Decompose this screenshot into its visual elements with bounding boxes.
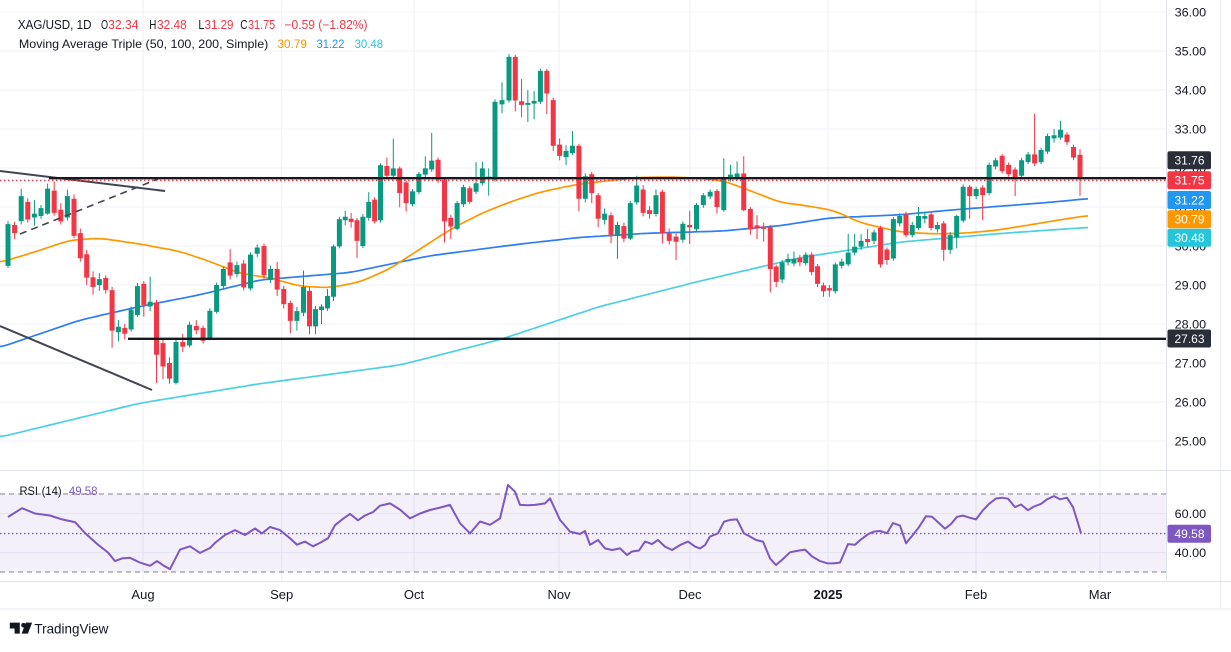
svg-text:49.58: 49.58: [1175, 527, 1205, 541]
svg-text:32.34: 32.34: [108, 18, 138, 32]
svg-text:RSI: RSI: [20, 484, 39, 498]
svg-text:29.00: 29.00: [1175, 279, 1207, 293]
svg-text:28.00: 28.00: [1175, 318, 1207, 332]
svg-text:31.75: 31.75: [248, 18, 275, 32]
svg-text:Sep: Sep: [270, 587, 293, 602]
svg-text:25.00: 25.00: [1175, 435, 1207, 449]
svg-text:30.79: 30.79: [278, 37, 308, 51]
svg-text:32.48: 32.48: [157, 18, 187, 32]
svg-text:40.00: 40.00: [1175, 546, 1207, 560]
svg-text:Oct: Oct: [404, 587, 425, 602]
svg-text:Moving Average Triple (50, 100: Moving Average Triple (50, 100, 200, Sim…: [19, 37, 268, 51]
svg-text:30.48: 30.48: [1175, 231, 1205, 245]
svg-text:C: C: [240, 18, 247, 32]
svg-text:Aug: Aug: [131, 587, 154, 602]
svg-text:31.75: 31.75: [1175, 174, 1205, 188]
svg-text:30.48: 30.48: [355, 37, 384, 51]
svg-text:34.00: 34.00: [1175, 84, 1207, 98]
svg-text:60.00: 60.00: [1175, 507, 1207, 521]
svg-text:33.00: 33.00: [1175, 123, 1207, 137]
svg-text:2025: 2025: [814, 587, 843, 602]
svg-text:Dec: Dec: [678, 587, 702, 602]
svg-text:31.29: 31.29: [205, 18, 234, 32]
svg-text:TradingView: TradingView: [34, 620, 109, 636]
svg-text:27.63: 27.63: [1175, 332, 1205, 346]
svg-text:27.00: 27.00: [1175, 357, 1207, 371]
svg-text:31.22: 31.22: [317, 37, 345, 51]
svg-text:Nov: Nov: [547, 587, 571, 602]
svg-text:49.58: 49.58: [69, 484, 98, 498]
svg-text:35.00: 35.00: [1175, 45, 1207, 59]
svg-text:36.00: 36.00: [1175, 6, 1207, 20]
svg-text:31.76: 31.76: [1175, 154, 1205, 168]
svg-text:XAG/USD, 1D: XAG/USD, 1D: [18, 18, 92, 32]
svg-text:L: L: [198, 18, 204, 32]
svg-text:Feb: Feb: [965, 587, 987, 602]
svg-text:H: H: [149, 18, 156, 32]
svg-text:O: O: [101, 18, 108, 32]
svg-text:Mar: Mar: [1089, 587, 1112, 602]
svg-text:−0.59 (−1.82%): −0.59 (−1.82%): [285, 18, 368, 32]
svg-text:31.22: 31.22: [1175, 193, 1205, 207]
svg-text:(14): (14): [42, 484, 62, 498]
svg-text:30.79: 30.79: [1175, 213, 1205, 227]
svg-text:26.00: 26.00: [1175, 396, 1207, 410]
